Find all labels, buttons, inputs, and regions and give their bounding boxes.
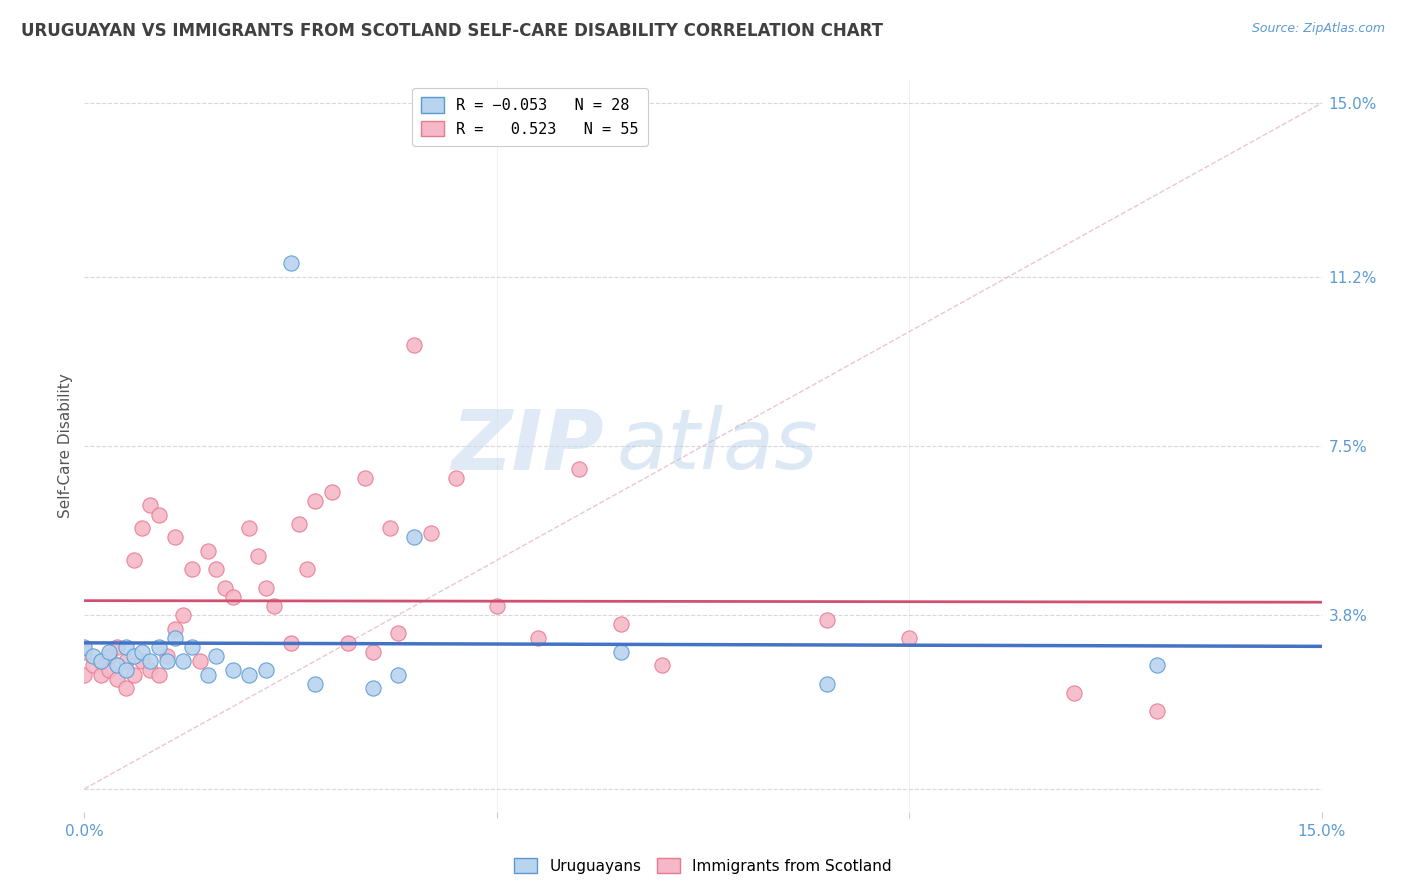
Point bbox=[337, 635, 360, 649]
Point bbox=[73, 667, 96, 681]
Point bbox=[114, 640, 136, 655]
Point bbox=[156, 654, 179, 668]
Point bbox=[172, 654, 194, 668]
Point bbox=[263, 599, 285, 613]
Point bbox=[361, 645, 384, 659]
Point bbox=[304, 494, 326, 508]
Point bbox=[361, 681, 384, 696]
Point bbox=[165, 631, 187, 645]
Text: atlas: atlas bbox=[616, 406, 818, 486]
Point bbox=[180, 640, 202, 655]
Point bbox=[73, 640, 96, 655]
Point bbox=[90, 654, 112, 668]
Point bbox=[98, 663, 121, 677]
Point bbox=[148, 640, 170, 655]
Point bbox=[1146, 658, 1168, 673]
Point bbox=[254, 581, 277, 595]
Point bbox=[156, 649, 179, 664]
Point bbox=[527, 631, 550, 645]
Point bbox=[197, 544, 219, 558]
Point bbox=[321, 484, 343, 499]
Point bbox=[214, 581, 236, 595]
Point bbox=[188, 654, 211, 668]
Point bbox=[131, 654, 153, 668]
Point bbox=[205, 562, 228, 576]
Point bbox=[90, 654, 112, 668]
Point bbox=[148, 508, 170, 522]
Text: Source: ZipAtlas.com: Source: ZipAtlas.com bbox=[1251, 22, 1385, 36]
Point bbox=[609, 645, 631, 659]
Point bbox=[114, 663, 136, 677]
Point bbox=[122, 553, 145, 567]
Point bbox=[131, 521, 153, 535]
Point bbox=[205, 649, 228, 664]
Point bbox=[139, 499, 162, 513]
Point bbox=[114, 681, 136, 696]
Point bbox=[238, 521, 260, 535]
Point bbox=[651, 658, 673, 673]
Point bbox=[404, 530, 426, 544]
Point bbox=[148, 667, 170, 681]
Point bbox=[238, 667, 260, 681]
Point bbox=[82, 658, 104, 673]
Point bbox=[254, 663, 277, 677]
Text: URUGUAYAN VS IMMIGRANTS FROM SCOTLAND SELF-CARE DISABILITY CORRELATION CHART: URUGUAYAN VS IMMIGRANTS FROM SCOTLAND SE… bbox=[21, 22, 883, 40]
Legend: Uruguayans, Immigrants from Scotland: Uruguayans, Immigrants from Scotland bbox=[509, 852, 897, 880]
Point bbox=[122, 667, 145, 681]
Point bbox=[378, 521, 401, 535]
Point bbox=[98, 649, 121, 664]
Point bbox=[444, 471, 467, 485]
Point bbox=[139, 654, 162, 668]
Point bbox=[404, 338, 426, 352]
Point bbox=[387, 626, 409, 640]
Point bbox=[304, 676, 326, 690]
Point bbox=[387, 667, 409, 681]
Point bbox=[280, 256, 302, 270]
Point bbox=[98, 645, 121, 659]
Point bbox=[180, 562, 202, 576]
Point bbox=[165, 622, 187, 636]
Point bbox=[1063, 686, 1085, 700]
Point bbox=[73, 645, 96, 659]
Point bbox=[485, 599, 508, 613]
Point bbox=[105, 672, 128, 686]
Point bbox=[815, 676, 838, 690]
Point bbox=[815, 613, 838, 627]
Point bbox=[105, 658, 128, 673]
Point bbox=[1146, 704, 1168, 718]
Y-axis label: Self-Care Disability: Self-Care Disability bbox=[58, 374, 73, 518]
Point bbox=[82, 649, 104, 664]
Point bbox=[197, 667, 219, 681]
Point bbox=[114, 654, 136, 668]
Point bbox=[353, 471, 375, 485]
Point bbox=[105, 640, 128, 655]
Point bbox=[280, 635, 302, 649]
Point bbox=[122, 649, 145, 664]
Text: ZIP: ZIP bbox=[451, 406, 605, 486]
Point bbox=[172, 608, 194, 623]
Point bbox=[898, 631, 921, 645]
Point bbox=[90, 667, 112, 681]
Point bbox=[165, 530, 187, 544]
Point bbox=[419, 525, 441, 540]
Point bbox=[568, 462, 591, 476]
Point bbox=[609, 617, 631, 632]
Point bbox=[222, 663, 245, 677]
Point bbox=[222, 590, 245, 604]
Point bbox=[288, 516, 311, 531]
Legend: R = −0.053   N = 28, R =   0.523   N = 55: R = −0.053 N = 28, R = 0.523 N = 55 bbox=[412, 88, 648, 146]
Point bbox=[246, 549, 269, 563]
Point bbox=[295, 562, 318, 576]
Point bbox=[131, 645, 153, 659]
Point bbox=[139, 663, 162, 677]
